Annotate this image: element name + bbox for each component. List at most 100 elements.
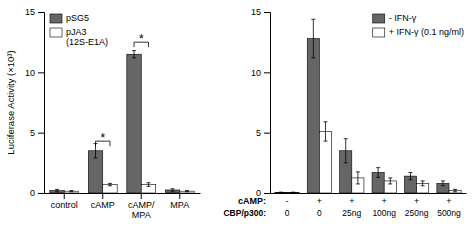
legend-label: pJA3(12S-E1A) — [66, 27, 108, 47]
y-tick-label: 5 — [30, 128, 35, 138]
y-tick-mark — [38, 12, 44, 13]
legend: pSG5 pJA3(12S-E1A) — [50, 13, 108, 47]
error-bar — [344, 139, 348, 163]
text-line: MPA — [132, 210, 151, 220]
y-tick: 5 — [30, 128, 44, 138]
x-tick-label-row2: 25ng — [342, 208, 361, 218]
error-bar — [441, 181, 445, 186]
x-tick: cAMP — [91, 193, 115, 210]
bar — [64, 191, 78, 193]
text-line: cAMP/ — [128, 200, 155, 210]
legend-entry: - IFN-γ — [373, 13, 417, 23]
error-bars — [279, 19, 445, 192]
text-line: pJA3 — [66, 27, 87, 37]
error-bar — [376, 168, 380, 178]
significance-label: * — [139, 32, 144, 46]
x-tick: control — [51, 193, 78, 210]
error-bar — [55, 189, 59, 191]
error-bar — [69, 191, 73, 192]
series — [275, 39, 449, 193]
x-tick-mark — [141, 193, 142, 199]
x-tick-label-row2: 0 — [285, 208, 290, 218]
chart-container: 051015controlcAMPcAMP/MPAMPALuciferase A… — [0, 0, 474, 229]
marks — [50, 51, 194, 193]
x-axis-line — [45, 193, 201, 194]
text-line: MPA — [170, 200, 189, 210]
series — [64, 185, 194, 193]
legend-entry: pJA3(12S-E1A) — [50, 27, 108, 47]
y-tick: 0 — [30, 188, 44, 198]
error-bar — [323, 122, 327, 141]
x-tick-label: MPA — [170, 200, 189, 210]
x-axis — [271, 193, 467, 194]
error-bar — [388, 178, 392, 184]
bar — [127, 54, 141, 193]
x-tick-label: + — [414, 196, 419, 206]
legend-swatch — [50, 28, 62, 37]
y-tick-mark — [264, 12, 270, 13]
error-bar — [356, 172, 360, 184]
legend-swatch — [373, 14, 385, 23]
legend-swatch — [50, 14, 62, 23]
y-tick-label: 0 — [30, 188, 35, 198]
error-bar — [279, 192, 283, 193]
x-tick-label: + — [446, 196, 451, 206]
annotations: ** — [96, 32, 149, 146]
significance-label: * — [100, 131, 105, 145]
panel: 051015-+++++0025ng100ng250ng500ngcAMP:CB… — [223, 7, 466, 218]
y-tick: 15 — [25, 7, 44, 17]
y-tick: 5 — [256, 128, 270, 138]
y-tick: 10 — [251, 68, 270, 78]
y-tick-mark — [38, 193, 44, 194]
x-label-rows: -+++++0025ng100ng250ng500ngcAMP:CBP/p300… — [223, 196, 461, 218]
y-tick-label: 10 — [251, 68, 261, 78]
y-axis: 0 5 10 15 — [25, 7, 45, 198]
y-tick-label: 5 — [256, 128, 261, 138]
x-tick-label: - — [286, 196, 289, 206]
error-bars — [291, 122, 457, 193]
y-tick-label: 10 — [25, 68, 35, 78]
text-line: - IFN-γ — [389, 13, 417, 23]
bar — [307, 39, 319, 193]
y-tick: 10 — [25, 68, 44, 78]
legend-label: - IFN-γ — [389, 13, 417, 23]
error-bar — [108, 183, 112, 185]
error-bar — [421, 181, 425, 186]
error-bar — [453, 189, 457, 191]
x-tick-mark — [102, 193, 103, 199]
text-line: control — [51, 200, 78, 210]
error-bar — [171, 189, 175, 191]
y-axis-title: Luciferase Activity (×10³) — [5, 50, 16, 154]
legend-label: pSG5 — [66, 13, 89, 23]
row-label: CBP/p300: — [223, 208, 266, 218]
y-tick-mark — [264, 193, 270, 194]
x-tick-label-row2: 0 — [317, 208, 322, 218]
x-tick-mark — [64, 193, 65, 199]
error-bar — [185, 191, 189, 192]
bar — [180, 191, 194, 193]
x-tick-label: + — [349, 196, 354, 206]
x-tick-label: + — [382, 196, 387, 206]
legend-swatch — [373, 28, 385, 37]
x-tick-label: control — [51, 200, 78, 210]
series — [50, 54, 180, 193]
y-tick-label: 15 — [251, 7, 261, 17]
chart-svg: 051015controlcAMPcAMP/MPAMPALuciferase A… — [0, 0, 474, 229]
y-tick-mark — [264, 72, 270, 73]
y-tick-mark — [38, 72, 44, 73]
x-axis-line — [271, 193, 467, 194]
panel: 051015controlcAMPcAMP/MPAMPALuciferase A… — [5, 7, 201, 220]
bar — [275, 192, 287, 193]
y-tick: 15 — [251, 7, 270, 17]
x-tick-label: cAMP — [91, 200, 115, 210]
error-bar — [311, 19, 315, 58]
legend-label: + IFN-γ (0.1 ng/ml) — [389, 27, 464, 37]
y-axis-line — [38, 13, 45, 194]
text-line: + IFN-γ (0.1 ng/ml) — [389, 27, 464, 37]
error-bar — [132, 51, 136, 58]
series — [287, 131, 461, 193]
error-bars — [69, 183, 189, 192]
x-tick: cAMP/MPA — [128, 193, 155, 220]
y-tick-mark — [264, 133, 270, 134]
y-tick-mark — [38, 133, 44, 134]
